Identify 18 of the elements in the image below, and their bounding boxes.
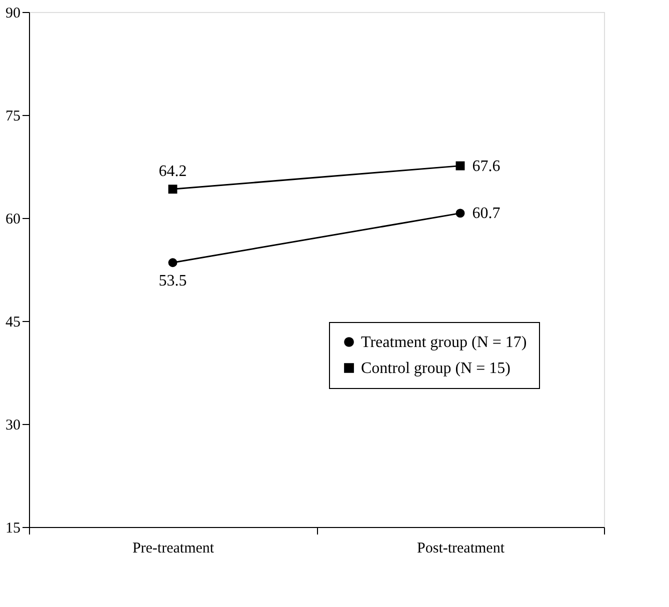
y-tick-label: 60 <box>6 212 20 228</box>
point <box>168 258 178 268</box>
y-tick-label: 30 <box>6 418 20 434</box>
x-tick-label: Pre-treatment <box>132 540 215 556</box>
data-label: 67.6 <box>472 158 500 175</box>
data-label: 53.5 <box>158 272 187 290</box>
y-tick-label: 15 <box>6 520 20 536</box>
x-tick-label: Post-treatment <box>417 540 506 556</box>
y-tick-label: 75 <box>6 108 20 124</box>
data-label: 64.2 <box>158 163 187 180</box>
y-tick-label: 45 <box>6 314 20 330</box>
legend-label: Treatment group (N = 17) <box>361 334 527 351</box>
data-label: 60.7 <box>472 205 500 222</box>
point <box>456 208 465 218</box>
y-tick-label: 90 <box>6 6 20 22</box>
point <box>456 161 465 170</box>
legend-label: Control group (N = 15) <box>361 360 510 377</box>
point <box>168 184 178 194</box>
